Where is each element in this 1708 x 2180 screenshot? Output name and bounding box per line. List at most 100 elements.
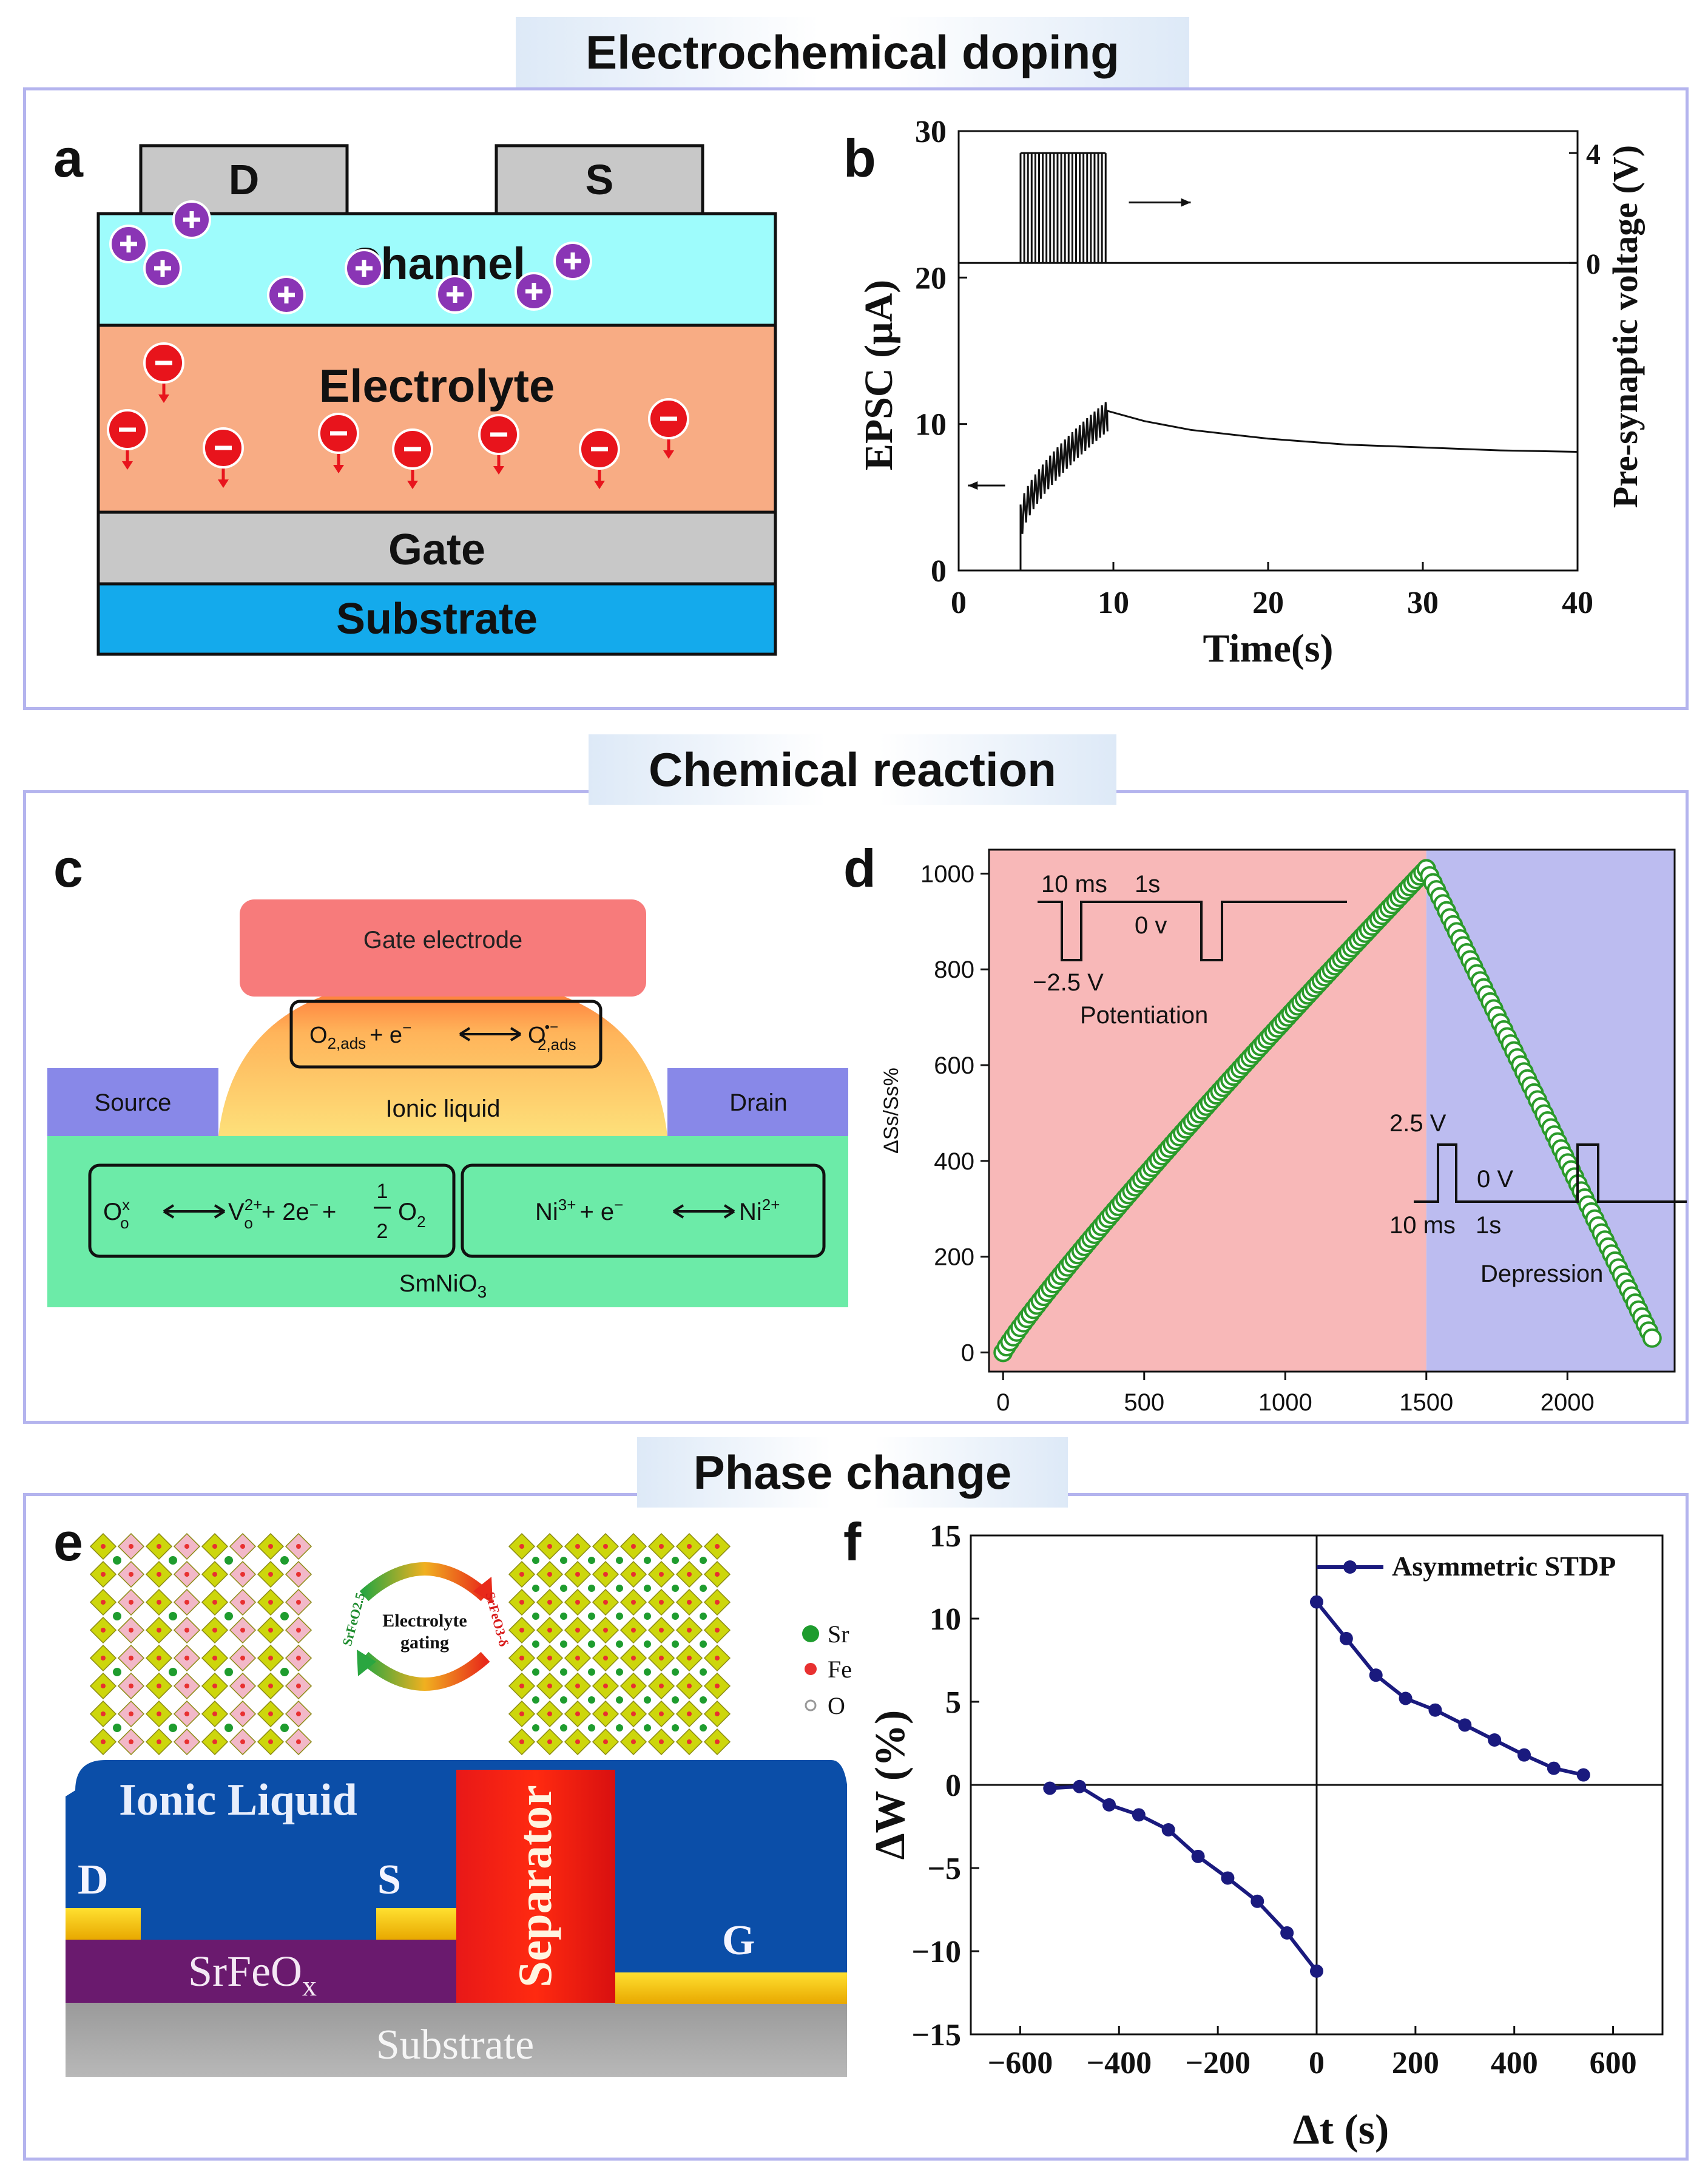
svg-text:V2+o+ 2e−+: V2+ o + 2e− + — [228, 1196, 336, 1232]
x-tick-label: 400 — [1491, 2046, 1538, 2080]
svg-text:0 v: 0 v — [1135, 912, 1167, 939]
data-point-negative — [1310, 1964, 1323, 1978]
substrate-label: Substrate — [376, 2022, 535, 2068]
svg-text:Depression: Depression — [1480, 1261, 1603, 1287]
x-tick-label: 1000 — [1258, 1389, 1312, 1416]
svg-text:Fe: Fe — [828, 1656, 852, 1683]
plot-frame — [988, 848, 1676, 1373]
panel-label-c: c — [53, 838, 83, 898]
atom-legend: Sr Fe O — [802, 1620, 852, 1719]
x-tick-label: −400 — [1086, 2046, 1152, 2080]
drain-electrode — [66, 1908, 141, 1940]
x-tick-label: 30 — [1407, 586, 1439, 620]
panel-label-f: f — [843, 1512, 862, 1572]
y-tick-label: 10 — [915, 408, 947, 442]
y-right-axis-label: Pre-synaptic voltage (V) — [1605, 145, 1645, 508]
data-point-negative — [1132, 1808, 1146, 1822]
depression-inset: 2.5 V 0 V 10 ms 1s Depression — [1389, 1110, 1687, 1287]
y-tick-label: 15 — [930, 1519, 961, 1554]
y-axis-label: ΔSs/Ss% — [880, 1068, 903, 1154]
panel-a-device-schematic: D S Channel Electrolyte Gate Substrate — [96, 144, 777, 656]
data-point-positive — [1428, 1703, 1442, 1717]
substrate-layer — [66, 2003, 847, 2077]
series-line-negative — [1050, 1784, 1318, 1972]
x-tick-label: 0 — [996, 1389, 1010, 1416]
ionic-liquid-label: Ionic liquid — [385, 1095, 500, 1122]
channel-layer — [96, 212, 777, 327]
data-point-positive — [1517, 1748, 1531, 1762]
ionic-liquid-dome — [218, 977, 667, 1136]
fraction-denominator: 2 — [377, 1220, 388, 1243]
y-tick-label: 200 — [934, 1244, 974, 1271]
y-tick-label: 10 — [930, 1602, 961, 1637]
x-tick-label: 2000 — [1541, 1389, 1595, 1416]
y-tick-label: 0 — [961, 1339, 974, 1366]
panel-f-stdp-chart: −600 −400 −200 0 200 400 600 −15 −10 −5 0 5 10 15 Δt (… — [874, 1519, 1664, 2153]
x-axis-label: Pulses — [1273, 1418, 1346, 1420]
svg-text:Potentiation: Potentiation — [1080, 1002, 1208, 1029]
section-title-chemical: Chemical reaction — [589, 734, 1116, 805]
o2-ads-radical: O — [528, 1023, 546, 1048]
x-axis-label: Time(s) — [1203, 626, 1333, 671]
electrolyte-label: Electrolyte — [319, 361, 555, 412]
left-reaction-box — [88, 1163, 456, 1258]
source-label: S — [586, 156, 614, 203]
ionic-liquid-label: Ionic Liquid — [119, 1775, 357, 1825]
potentiation-inset: 10 ms 1s 0 v −2.5 V Potentiation — [1033, 871, 1347, 1029]
y-axis-label: EPSC (μA) — [857, 280, 901, 470]
series-line-positive — [1315, 1600, 1584, 1777]
plot-frame — [957, 130, 1579, 572]
ion-markers — [107, 200, 689, 489]
svg-text:O2,ads+ e−: O2,ads + e− — [309, 1018, 411, 1052]
y-tick-label: 30 — [915, 115, 947, 149]
x-tick-label: 200 — [1392, 2046, 1439, 2080]
source-electrode — [376, 1908, 460, 1940]
separator — [456, 1770, 615, 2003]
svg-text:O•−2,ads: O•− 2,ads — [528, 1019, 576, 1054]
panel-d-plasticity-chart: 0 500 1000 1500 2000 0 200 400 600 800 1000 Pulses Δ… — [880, 848, 1687, 1420]
y-tick-label: 1000 — [920, 861, 974, 887]
svg-text:2.5 V: 2.5 V — [1389, 1110, 1446, 1137]
svg-text:10 ms: 10 ms — [1041, 871, 1107, 898]
data-point-negative — [1043, 1781, 1057, 1795]
right-reaction-box — [461, 1163, 826, 1258]
data-point-positive — [1488, 1733, 1502, 1747]
y-tick-label: −5 — [927, 1852, 961, 1886]
lattice-srfeo25 — [89, 1532, 312, 1756]
chart-legend: Asymmetric STDP — [1317, 1551, 1616, 1582]
panel-label-e: e — [53, 1512, 83, 1572]
y-tick-label: 600 — [934, 1052, 974, 1079]
y-tick-label: 800 — [934, 956, 974, 983]
svg-text:0 V: 0 V — [1477, 1166, 1513, 1193]
gating-arrow-top — [359, 1562, 490, 1602]
s-label: S — [377, 1857, 401, 1903]
g-label: G — [722, 1917, 755, 1964]
svg-text:1s: 1s — [1135, 871, 1160, 898]
data-point-negative — [1280, 1926, 1294, 1940]
svg-text:1s: 1s — [1476, 1212, 1501, 1239]
y-right-tick-label: 4 — [1586, 138, 1601, 171]
data-point-negative — [1221, 1871, 1235, 1885]
fraction-numerator: 1 — [377, 1180, 388, 1203]
svg-text:Oxo: Ox o — [103, 1196, 130, 1232]
y-tick-label: 5 — [945, 1685, 961, 1720]
data-point-positive — [1547, 1761, 1561, 1775]
arrow-label-srfeo3: SrFeO3-δ — [482, 1590, 511, 1648]
data-point-positive — [1458, 1718, 1472, 1732]
section-title-electrochemical: Electrochemical doping — [516, 17, 1189, 87]
x-tick-label: 0 — [951, 586, 967, 620]
panel-c-reaction-schematic: Gate electrode O2,ads + e− O•− 2,ads Sourc… — [47, 899, 848, 1307]
x-tick-label: 40 — [1562, 586, 1593, 620]
data-point-negative — [1161, 1823, 1175, 1836]
svg-text:Ni3++ e−: Ni3+ + e− — [535, 1196, 623, 1225]
epsc-trace — [959, 402, 1578, 572]
panel-label-b: b — [843, 128, 876, 188]
substrate-label: Substrate — [336, 595, 538, 643]
srfeox-label: SrFeOx — [188, 1947, 317, 2002]
source-contact — [47, 1068, 218, 1136]
y-tick-label: −10 — [911, 1935, 961, 1969]
data-point-negative — [1191, 1849, 1205, 1863]
y-tick-label: 0 — [945, 1769, 961, 1803]
drain-label: D — [229, 156, 260, 203]
separator-label: Separator — [508, 1785, 561, 1988]
